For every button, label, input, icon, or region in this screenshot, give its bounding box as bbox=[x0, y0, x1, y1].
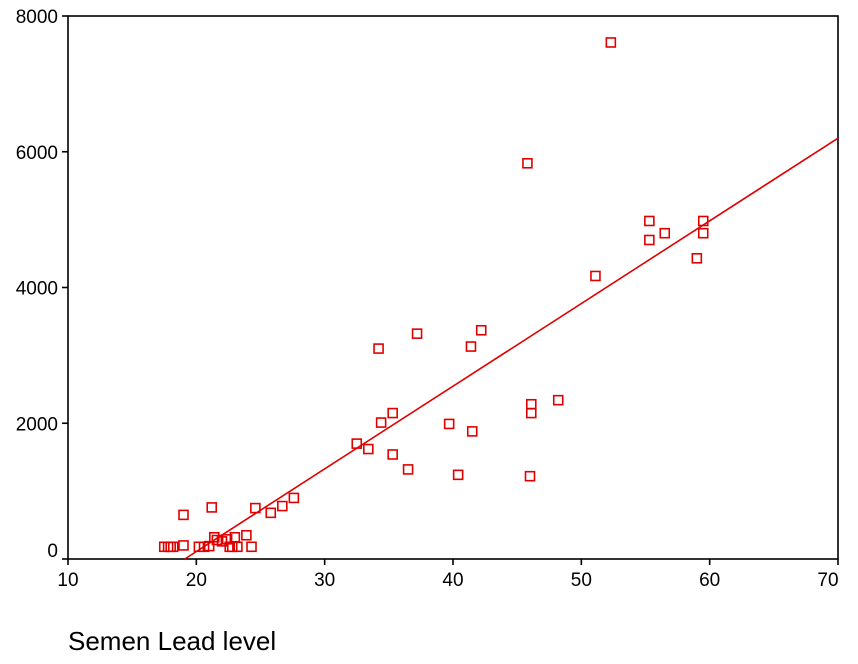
data-point bbox=[697, 215, 709, 227]
data-point bbox=[465, 341, 477, 352]
regression-line bbox=[184, 137, 839, 560]
data-point bbox=[373, 343, 384, 354]
x-tick-label: 70 bbox=[817, 570, 838, 591]
data-point bbox=[411, 328, 423, 339]
data-point bbox=[250, 502, 261, 514]
data-point bbox=[241, 529, 252, 541]
data-point bbox=[644, 234, 655, 246]
data-point bbox=[552, 394, 564, 406]
y-tick-label: 8000 bbox=[16, 7, 58, 28]
x-axis-title: Semen Lead level bbox=[68, 626, 276, 656]
data-point bbox=[522, 157, 533, 169]
x-tick-label: 40 bbox=[442, 570, 463, 591]
data-point bbox=[246, 541, 257, 553]
y-tick-label: 0 bbox=[47, 541, 58, 562]
y-tick-label: 2000 bbox=[16, 414, 58, 435]
data-point bbox=[443, 418, 455, 430]
x-tick-label: 20 bbox=[186, 570, 207, 591]
data-point bbox=[402, 464, 414, 475]
data-point bbox=[165, 541, 176, 553]
data-point bbox=[362, 443, 374, 455]
x-tick-label: 10 bbox=[57, 570, 78, 591]
data-point bbox=[178, 540, 189, 551]
data-point bbox=[387, 449, 398, 460]
data-point bbox=[178, 509, 189, 521]
data-point bbox=[265, 507, 277, 519]
x-axis: 10 20 30 40 50 60 70 bbox=[57, 559, 839, 591]
data-point bbox=[590, 270, 601, 282]
data-point bbox=[659, 227, 671, 239]
data-point bbox=[375, 417, 387, 428]
y-tick-label: 6000 bbox=[16, 143, 58, 164]
data-point bbox=[475, 324, 487, 336]
data-point bbox=[288, 492, 300, 504]
data-point bbox=[525, 398, 537, 410]
x-tick-label: 60 bbox=[699, 570, 720, 591]
y-tick-label: 4000 bbox=[16, 279, 58, 300]
data-point bbox=[644, 215, 655, 227]
x-tick-label: 50 bbox=[571, 570, 592, 591]
data-point bbox=[605, 37, 617, 48]
data-points bbox=[158, 37, 709, 553]
data-point bbox=[277, 500, 288, 512]
data-point bbox=[387, 407, 398, 419]
data-point bbox=[466, 426, 478, 437]
data-point bbox=[452, 469, 464, 481]
data-point bbox=[351, 438, 363, 449]
data-point bbox=[525, 407, 537, 419]
data-point bbox=[206, 502, 218, 513]
x-tick-label: 30 bbox=[314, 570, 335, 591]
data-point bbox=[167, 541, 179, 553]
data-point bbox=[697, 227, 709, 239]
data-point bbox=[524, 470, 536, 482]
data-point bbox=[691, 253, 703, 264]
y-axis: 0 2000 4000 6000 8000 bbox=[16, 7, 68, 562]
data-point bbox=[232, 541, 243, 553]
